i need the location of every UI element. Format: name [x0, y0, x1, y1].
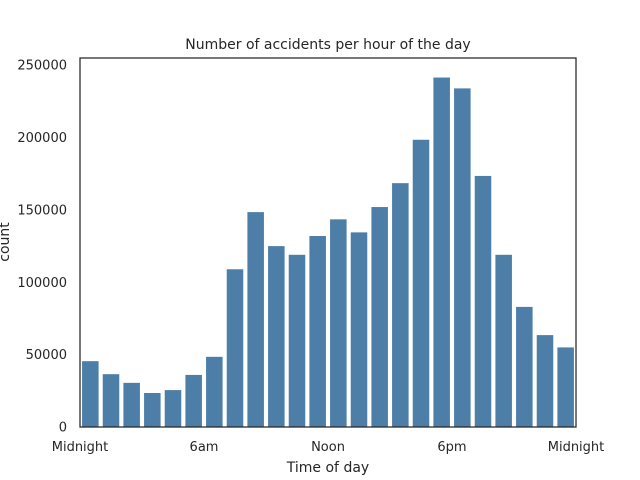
bar-hour-10	[288, 254, 306, 427]
x-axis-label: Time of day	[286, 460, 369, 476]
bar-hour-12	[330, 219, 347, 427]
bars	[82, 77, 574, 427]
chart-title: Number of accidents per hour of the day	[185, 37, 470, 53]
bar-hour-17	[433, 77, 450, 427]
x-tick-label: Noon	[311, 440, 345, 455]
bar-hour-15	[392, 183, 409, 427]
bar-hour-22	[536, 335, 554, 427]
y-tick-labels: 0 50000 100000 150000 200000 250000	[17, 59, 67, 436]
y-tick-label: 250000	[17, 59, 67, 74]
y-axis-label: count	[0, 222, 13, 262]
y-tick-label: 100000	[17, 276, 67, 291]
y-tick-label: 0	[59, 421, 67, 436]
bar-hour-9	[268, 246, 285, 427]
bar-hour-6	[206, 356, 223, 427]
bar-hour-18	[454, 88, 471, 427]
x-tick-label: Midnight	[548, 440, 605, 455]
x-tick-labels: Midnight 6am Noon 6pm Midnight	[52, 440, 605, 455]
bar-hour-13	[350, 232, 368, 427]
x-tick-label: 6am	[190, 440, 219, 455]
y-tick-label: 150000	[17, 203, 67, 218]
bar-hour-20	[495, 254, 512, 427]
bar-hour-16	[412, 139, 430, 427]
bar-hour-5	[185, 374, 202, 427]
bar-hour-21	[516, 306, 533, 427]
x-tick-label: Midnight	[52, 440, 109, 455]
bar-hour-3	[144, 392, 161, 427]
y-tick-label: 200000	[17, 131, 67, 146]
bar-hour-19	[474, 175, 492, 427]
bar-hour-4	[164, 390, 182, 427]
bar-hour-11	[309, 235, 326, 427]
plot-frame	[79, 57, 577, 428]
y-tick-label: 50000	[26, 348, 67, 363]
bar-hour-0	[82, 361, 99, 427]
bar-hour-1	[102, 374, 120, 427]
bar-hour-2	[123, 382, 140, 427]
bar-hour-7	[226, 269, 244, 427]
x-tick-label: 6pm	[437, 440, 466, 455]
bar-hour-8	[247, 212, 264, 427]
bar-hour-23	[557, 347, 574, 427]
bar-hour-14	[371, 207, 388, 427]
